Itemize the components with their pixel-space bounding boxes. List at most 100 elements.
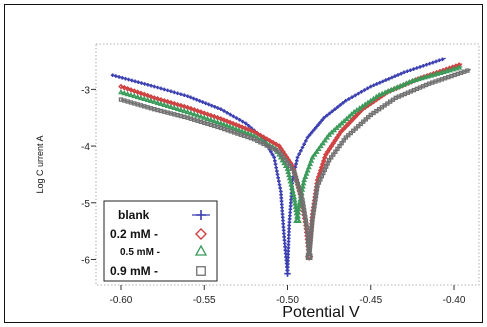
- data-point: [206, 102, 211, 107]
- x-tick-label: -0.45: [359, 295, 382, 306]
- data-point: [324, 148, 331, 155]
- data-point: [348, 130, 353, 136]
- data-point: [415, 75, 422, 82]
- data-point: [309, 154, 316, 160]
- data-point: [387, 76, 391, 81]
- data-point: [287, 230, 291, 234]
- data-point: [201, 114, 208, 120]
- data-point: [287, 217, 292, 221]
- y-axis-title: Log C urrent A: [35, 135, 45, 193]
- data-point: [283, 245, 287, 249]
- data-point: [465, 68, 470, 73]
- data-point: [244, 121, 248, 126]
- data-point: [289, 197, 293, 202]
- data-point: [347, 97, 351, 101]
- data-point: [333, 107, 337, 112]
- data-point: [281, 159, 288, 166]
- data-point: [276, 143, 282, 149]
- data-point: [326, 146, 333, 152]
- data-point: [277, 179, 281, 184]
- data-point: [162, 87, 167, 92]
- data-point: [273, 159, 277, 163]
- data-point: [280, 209, 285, 213]
- data-point: [221, 121, 227, 127]
- legend-label: 0.2 mM -: [110, 227, 158, 241]
- data-point: [184, 108, 191, 115]
- data-point: [286, 249, 291, 253]
- data-point: [207, 116, 214, 123]
- data-point: [287, 226, 291, 231]
- y-tick-label: -6: [81, 255, 90, 266]
- data-point: [359, 90, 364, 94]
- data-point: [281, 222, 286, 226]
- legend-marker: [196, 266, 206, 276]
- legend-marker: [194, 244, 208, 256]
- data-point: [124, 90, 131, 97]
- y-tick-label: -4: [81, 142, 90, 153]
- data-point: [324, 134, 330, 140]
- data-point: [219, 107, 223, 112]
- data-point: [169, 89, 173, 94]
- data-point: [428, 72, 435, 78]
- data-point: [279, 189, 283, 194]
- data-point: [306, 163, 312, 170]
- data-point: [330, 109, 335, 114]
- data-point: [296, 199, 303, 205]
- data-point: [286, 255, 290, 260]
- data-point: [421, 64, 426, 68]
- data-point: [117, 75, 121, 79]
- data-point: [311, 151, 318, 157]
- data-point: [288, 207, 293, 212]
- data-point: [118, 97, 124, 102]
- data-point: [347, 119, 354, 125]
- data-point: [381, 79, 385, 84]
- data-point: [402, 70, 406, 75]
- data-point: [276, 176, 280, 180]
- data-point: [437, 69, 444, 75]
- data-point: [149, 83, 153, 88]
- data-point: [314, 125, 318, 130]
- data-point: [288, 204, 293, 208]
- data-point: [434, 70, 441, 76]
- data-point: [421, 74, 428, 80]
- data-point: [443, 67, 450, 74]
- data-point: [146, 82, 150, 87]
- data-point: [273, 162, 278, 167]
- data-point: [450, 66, 456, 72]
- data-point: [425, 73, 431, 79]
- data-point: [282, 238, 287, 242]
- data-point: [302, 142, 306, 146]
- data-point: [304, 139, 308, 143]
- data-point: [322, 115, 326, 120]
- data-point: [224, 122, 230, 128]
- y-tick-label: -3: [81, 85, 90, 96]
- data-point: [350, 95, 354, 99]
- data-point: [123, 76, 128, 81]
- data-point: [405, 69, 410, 74]
- data-point: [133, 79, 137, 84]
- legend-marker: [195, 228, 207, 240]
- data-point: [286, 239, 291, 244]
- data-point: [346, 133, 351, 138]
- data-point: [434, 59, 438, 64]
- data-point: [330, 140, 337, 147]
- data-point: [283, 251, 288, 256]
- data-point: [366, 114, 371, 120]
- data-point: [217, 120, 224, 126]
- data-point: [279, 157, 286, 163]
- data-point: [164, 102, 171, 109]
- data-point: [302, 173, 309, 179]
- data-point: [411, 67, 416, 71]
- data-point: [358, 121, 363, 127]
- data-point: [311, 128, 316, 132]
- data-point: [155, 85, 160, 90]
- data-point: [281, 225, 286, 229]
- data-point: [399, 71, 403, 76]
- data-point: [378, 80, 382, 85]
- data-point: [280, 215, 285, 220]
- data-point: [412, 76, 419, 83]
- data-point: [286, 262, 290, 266]
- data-point: [240, 119, 245, 124]
- data-point: [282, 241, 287, 246]
- data-point: [424, 62, 429, 67]
